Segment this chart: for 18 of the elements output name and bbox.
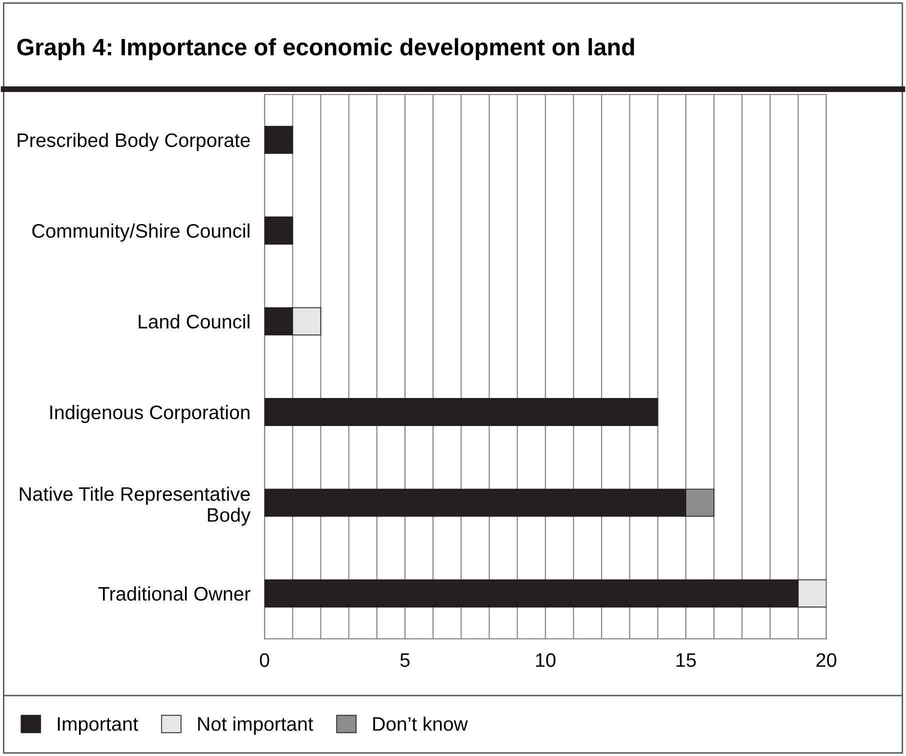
legend-label: Don’t know [373, 716, 468, 731]
chart-title: Graph 4: Importance of economic development on land [17, 38, 634, 60]
bar [264, 216, 294, 245]
y-tick-label: Traditional Owner [98, 586, 250, 601]
x-tick-label: 5 [400, 653, 410, 667]
legend-label: Important [58, 717, 138, 735]
y-tick-label: Native Title Representative Body [20, 486, 251, 526]
y-tick-label: Community/Shire Council [32, 224, 250, 242]
x-tick-label: 15 [676, 653, 696, 667]
x-tick-label: 10 [536, 653, 556, 667]
legend-label: Not important [198, 716, 314, 735]
y-tick-label: Prescribed Body Corporate [18, 132, 250, 151]
bar [264, 398, 658, 426]
bar [264, 126, 294, 154]
x-tick-label: 0 [260, 653, 270, 667]
x-tick-label: 20 [816, 653, 836, 667]
y-tick-label: Land Council [138, 314, 250, 329]
y-tick-label: Indigenous Corporation [50, 404, 250, 424]
